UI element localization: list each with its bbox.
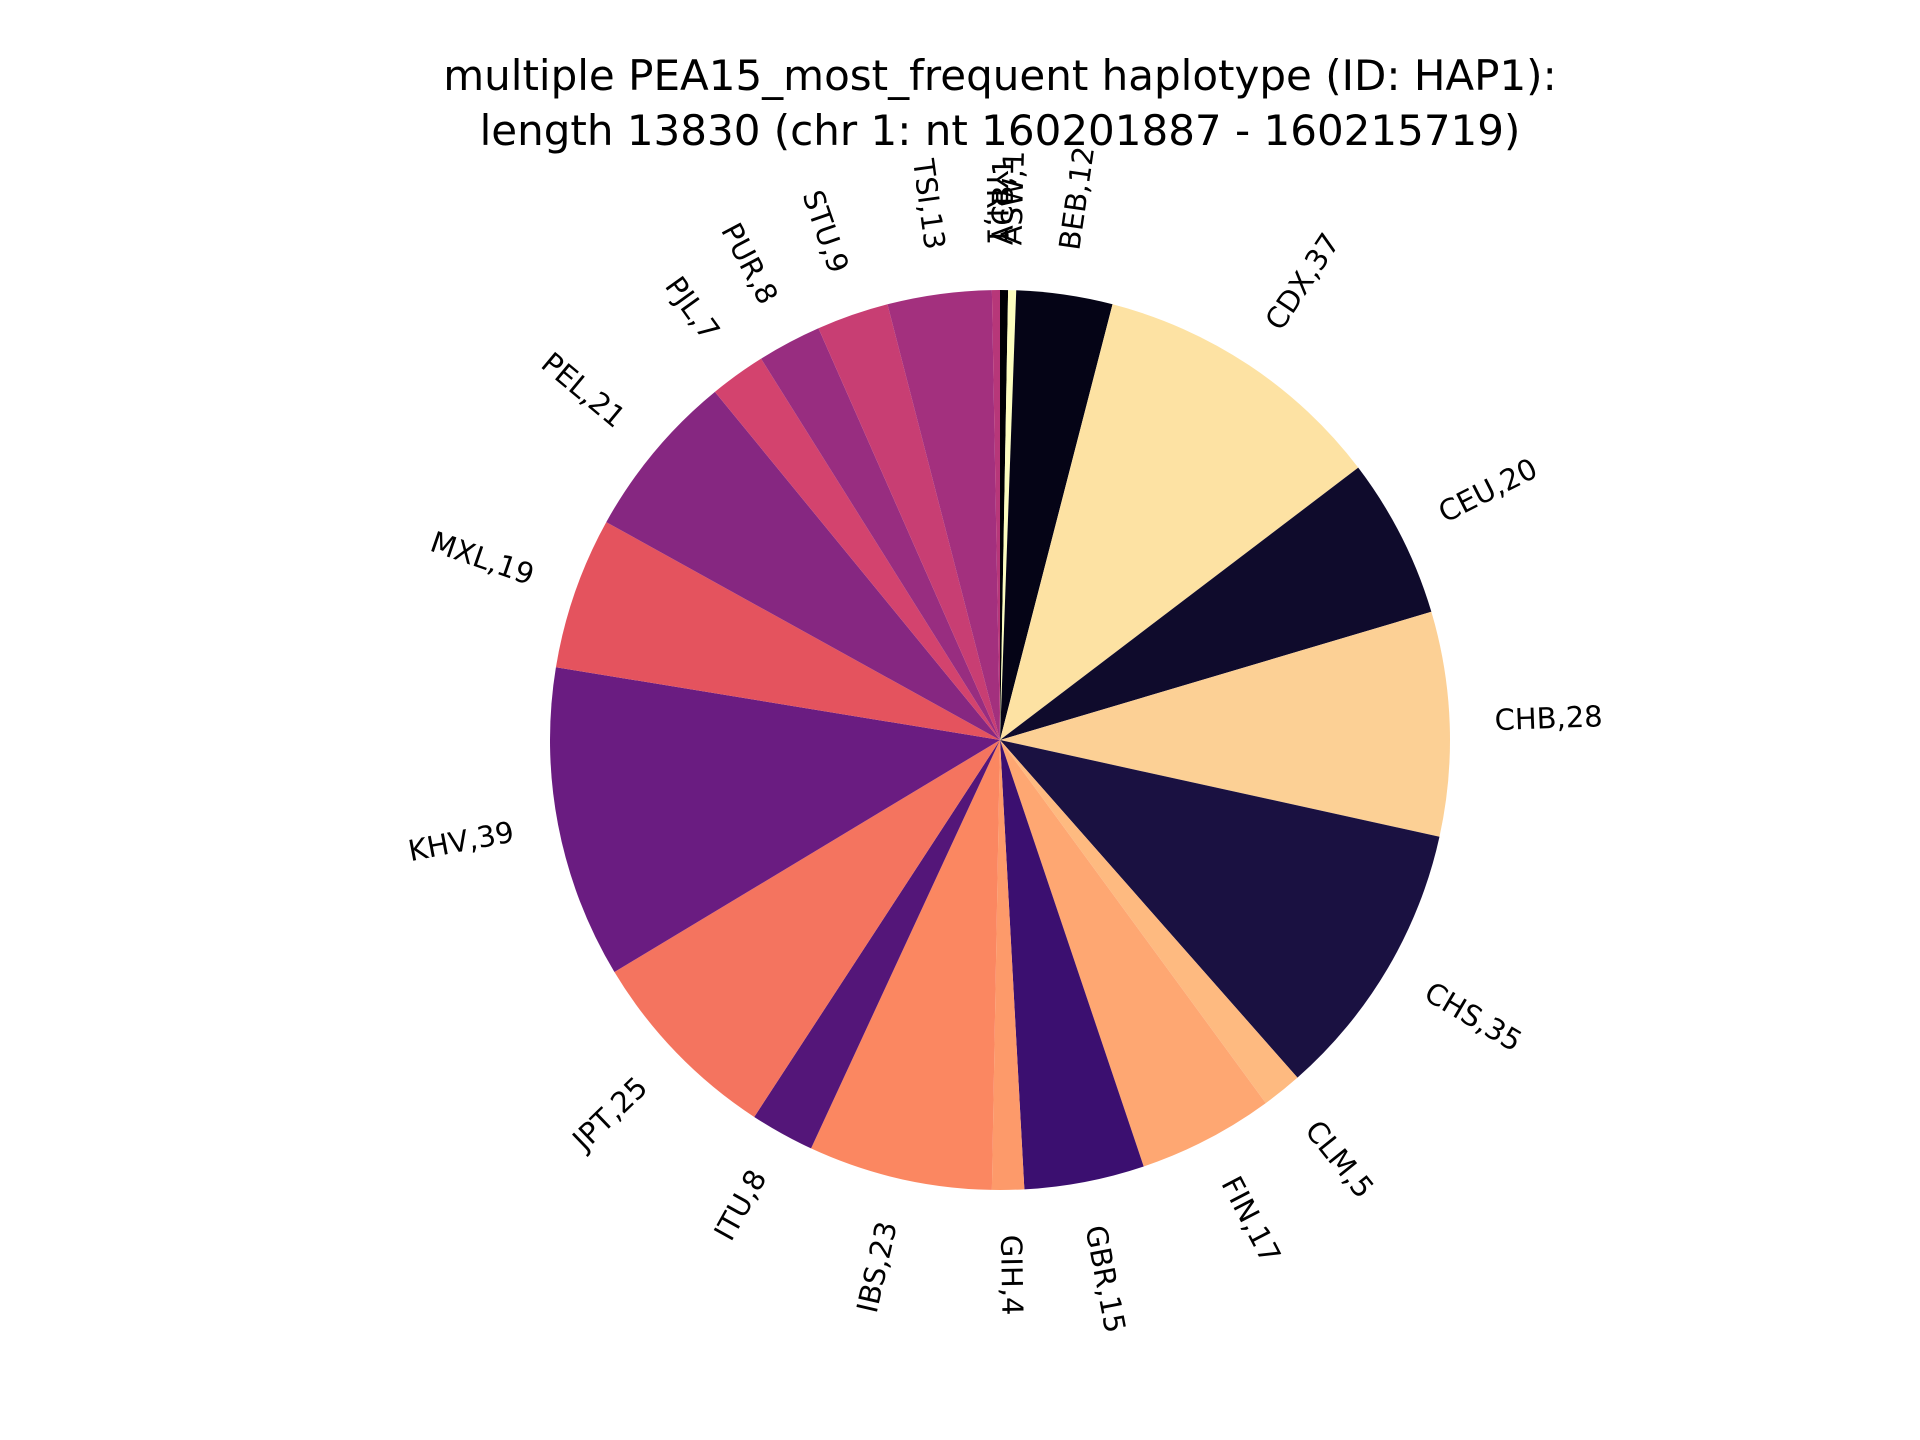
pie-slice-pel [606,391,1000,740]
pie-slice-chb [1000,611,1451,837]
pie-label-beb: BEB,12 [1052,144,1101,252]
pie-label-jpt: JPT,25 [564,1070,654,1158]
pie-slice-asw [1000,290,1017,740]
pie-label-tsi: TSI,13 [906,156,952,252]
pie-slice-itu [754,740,1000,1149]
pie-slice-acb [1000,290,1009,740]
pie-label-clm: CLM,5 [1298,1114,1380,1205]
pie-slice-tsi [887,290,1000,740]
pie-label-yri: YRI,1 [980,170,1015,245]
pie-label-cdx: CDX,37 [1258,227,1346,336]
pie-label-pur: PUR,8 [714,217,785,309]
pie-slice-beb [1000,290,1113,740]
pie-slice-jpt [614,740,1000,1117]
chart-title: multiple PEA15_most_frequent haplotype (… [443,51,1556,100]
pie-label-mxl: MXL,19 [426,525,538,592]
pie-slice-pur [761,328,1000,740]
pie-slice-cdx [1000,304,1359,740]
pie-slice-khv [550,667,1000,972]
pie-slice-clm [1000,740,1298,1104]
pie-slice-yri [991,290,1000,740]
pie-label-chs: CHS,35 [1419,975,1528,1058]
pie-slice-gbr [1000,740,1144,1190]
pie-slice-pjl [714,358,1000,740]
pie-label-gbr: GBR,15 [1079,1223,1133,1336]
pie-slice-gih [991,740,1025,1190]
pie-slice-fin [1000,740,1266,1167]
pie-label-acb: ACB,1 [985,158,1020,245]
pie-label-ibs: IBS,23 [850,1218,904,1316]
pie-label-asw: ASW,1 [994,150,1031,245]
pie-label-pjl: PJL,7 [658,270,726,347]
pie-label-fin: FIN,17 [1215,1171,1288,1269]
pie-slice-stu [818,304,1000,740]
pie-slices [550,290,1451,1190]
pie-label-itu: ITU,8 [707,1164,773,1246]
chart-subtitle: length 13830 (chr 1: nt 160201887 - 1602… [480,106,1521,155]
pie-slice-mxl [555,522,1000,740]
pie-label-gih: GIH,4 [994,1235,1029,1316]
pie-label-khv: KHV,39 [405,815,516,869]
pie-slice-ceu [1000,467,1432,740]
pie-label-pel: PEL,21 [535,346,632,435]
pie-label-ceu: CEU,20 [1433,451,1543,529]
pie-label-chb: CHB,28 [1494,699,1603,737]
pie-slice-chs [1000,740,1440,1078]
pie-label-stu: STU,9 [796,186,856,277]
pie-slice-ibs [811,740,1000,1190]
